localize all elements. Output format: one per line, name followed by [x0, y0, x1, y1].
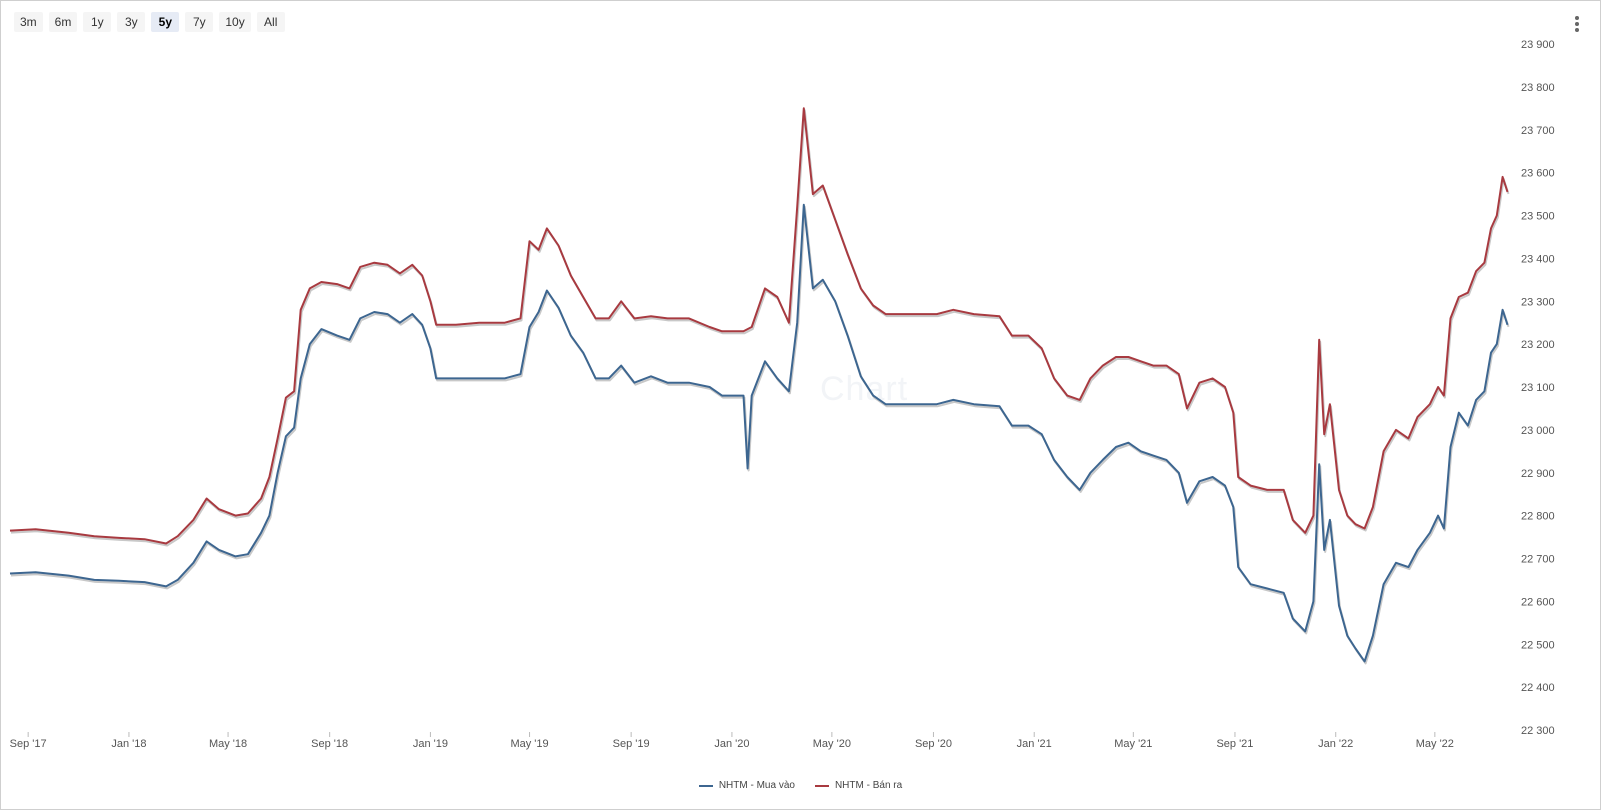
y-tick-label: 23 700: [1521, 125, 1555, 137]
range-button-all[interactable]: All: [256, 12, 285, 32]
y-tick-label: 23 200: [1521, 339, 1555, 351]
y-axis: 22 300 22 400 22 500 22 600 22 700 22 800 22 9…: [1521, 39, 1555, 737]
x-tick-label: Jan '18: [111, 738, 146, 750]
y-tick-label: 22 500: [1521, 639, 1555, 651]
range-button-3y[interactable]: 3y: [117, 12, 146, 32]
watermark-text: Chart: [820, 370, 909, 408]
y-tick-label: 23 600: [1521, 168, 1555, 180]
range-button-1y[interactable]: 1y: [83, 12, 112, 32]
y-tick-label: 22 300: [1521, 725, 1555, 737]
x-tick-label: Jan '21: [1017, 738, 1052, 750]
legend-label-sell: NHTM - Bán ra: [834, 780, 903, 791]
series-line-shadow: [10, 109, 1510, 547]
plot-area: [9, 107, 1510, 665]
y-tick-label: 23 300: [1521, 296, 1555, 308]
y-tick-label: 23 800: [1521, 82, 1555, 94]
x-tick-label: May '21: [1114, 738, 1152, 750]
y-tick-label: 23 500: [1521, 211, 1555, 223]
legend-label-buy: NHTM - Mua vào: [718, 780, 795, 791]
x-tick-label: May '18: [209, 738, 247, 750]
range-selector: 3m 6m 1y 3y 5y 7y 10y All: [14, 12, 285, 32]
series-line-sell[interactable]: [9, 107, 1509, 545]
x-tick-label: Jan '19: [413, 738, 448, 750]
x-axis: Sep '17 Jan '18 May '18 Sep '18 Jan '19 May '…: [10, 732, 1454, 750]
y-tick-label: 23 000: [1521, 425, 1555, 437]
x-tick-label: May '20: [813, 738, 851, 750]
y-tick-label: 22 400: [1521, 682, 1555, 694]
x-tick-label: May '22: [1416, 738, 1454, 750]
x-tick-label: Sep '21: [1216, 738, 1253, 750]
legend-item-sell[interactable]: NHTM - Bán ra: [814, 780, 903, 791]
kebab-menu-icon[interactable]: [1571, 14, 1583, 34]
legend-item-buy[interactable]: NHTM - Mua vào: [698, 780, 795, 791]
x-tick-label: May '19: [510, 738, 548, 750]
legend: NHTM - Mua vào NHTM - Bán ra: [0, 780, 1601, 791]
y-tick-label: 23 400: [1521, 253, 1555, 265]
range-button-5y[interactable]: 5y: [151, 12, 180, 32]
x-tick-label: Sep '17: [10, 738, 47, 750]
y-tick-label: 23 100: [1521, 382, 1555, 394]
x-tick-label: Sep '19: [613, 738, 650, 750]
x-tick-label: Sep '18: [311, 738, 348, 750]
x-tick-label: Sep '20: [915, 738, 952, 750]
y-tick-label: 23 900: [1521, 39, 1555, 51]
x-tick-label: Jan '22: [1318, 738, 1353, 750]
y-tick-label: 22 800: [1521, 511, 1555, 523]
range-button-6m[interactable]: 6m: [48, 12, 78, 32]
y-tick-label: 22 700: [1521, 554, 1555, 566]
legend-swatch-buy: [698, 784, 713, 787]
legend-swatch-sell: [814, 784, 829, 787]
y-tick-label: 22 900: [1521, 468, 1555, 480]
series-line-buy[interactable]: [9, 203, 1509, 663]
range-button-3m[interactable]: 3m: [14, 12, 43, 32]
range-button-7y[interactable]: 7y: [185, 12, 214, 32]
x-tick-label: Jan '20: [714, 738, 749, 750]
range-button-10y[interactable]: 10y: [219, 12, 251, 32]
line-chart: 22 300 22 400 22 500 22 600 22 700 22 800 22 9…: [9, 39, 1555, 750]
y-tick-label: 22 600: [1521, 596, 1555, 608]
